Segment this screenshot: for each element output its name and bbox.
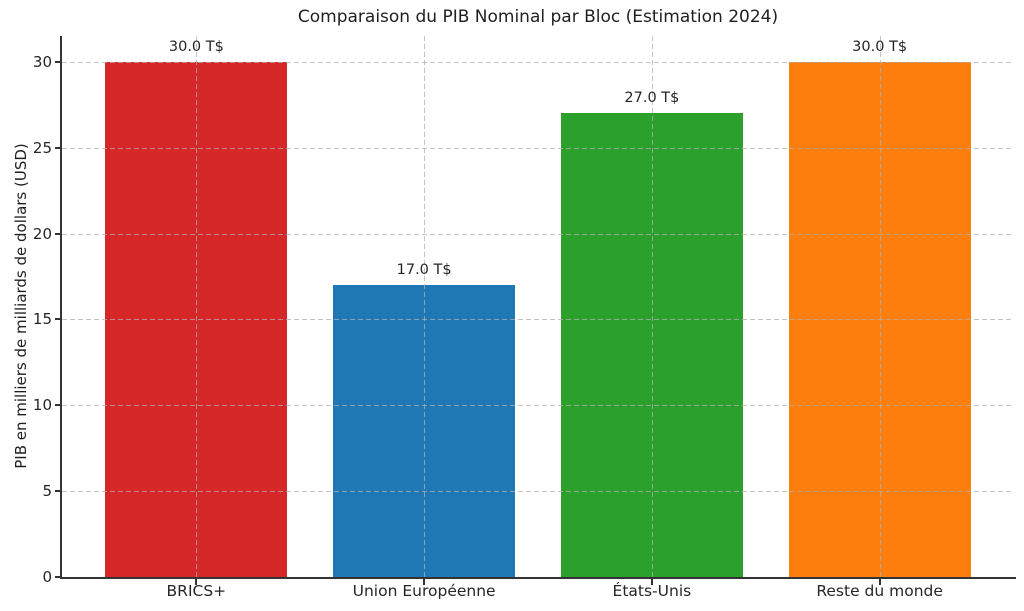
bar-value-label: 30.0 T$ [168, 38, 224, 55]
vertical-gridline [424, 36, 426, 577]
x-tick-mark [195, 579, 198, 585]
vertical-gridline [651, 36, 653, 577]
x-tick-mark [423, 579, 426, 585]
bar-value-label: 27.0 T$ [624, 90, 680, 107]
x-tick-mark [878, 579, 881, 585]
y-tick-label: 5 [42, 482, 52, 501]
x-tick-mark [650, 579, 653, 585]
horizontal-gridline [62, 319, 1014, 321]
y-tick-mark [55, 232, 62, 235]
y-tick-mark [55, 146, 62, 149]
y-tick-label: 15 [32, 310, 52, 329]
bar-value-label: 17.0 T$ [396, 262, 452, 279]
horizontal-gridline [62, 147, 1014, 149]
horizontal-gridline [62, 61, 1014, 63]
x-axis-spine [60, 577, 1016, 579]
horizontal-gridline [62, 491, 1014, 493]
y-tick-label: 25 [32, 138, 52, 157]
plot-area: 30.0 T$ 17.0 T$ 27.0 T$ 30.0 T$ [62, 36, 1014, 577]
x-tick-label: Union Européenne [352, 582, 496, 600]
y-tick-label: 0 [42, 568, 52, 586]
y-tick-mark [55, 60, 62, 63]
x-tick-label: Reste du monde [816, 582, 943, 600]
horizontal-gridline [62, 405, 1014, 407]
y-tick-mark [55, 318, 62, 321]
x-tick-label: BRICS+ [166, 582, 227, 600]
vertical-gridline [196, 36, 198, 577]
y-tick-label: 10 [32, 396, 52, 415]
bar--tats-unis [560, 113, 743, 577]
y-tick-mark [55, 490, 62, 493]
bar-value-label: 30.0 T$ [852, 38, 908, 55]
y-tick-mark [55, 576, 62, 578]
y-tick-label: 30 [32, 52, 52, 71]
chart-title: Comparaison du PIB Nominal par Bloc (Est… [297, 7, 779, 27]
x-tick-label: États-Unis [612, 582, 692, 600]
y-axis-label: PIB en milliers de milliards de dollars … [12, 143, 30, 469]
horizontal-gridline [62, 233, 1014, 235]
y-tick-label: 20 [32, 224, 52, 243]
y-axis-spine [60, 36, 62, 579]
y-tick-mark [55, 404, 62, 407]
vertical-gridline [879, 36, 881, 577]
